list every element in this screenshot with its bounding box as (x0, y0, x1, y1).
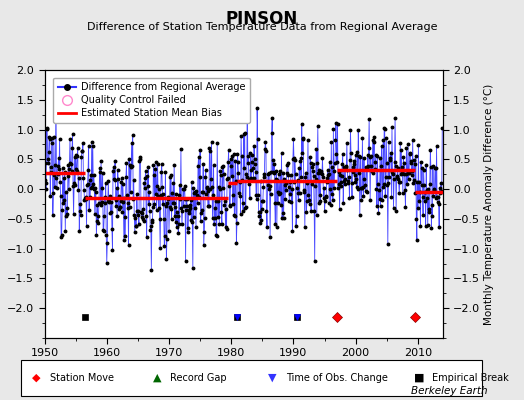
Text: Difference of Station Temperature Data from Regional Average: Difference of Station Temperature Data f… (87, 22, 437, 32)
Text: Record Gap: Record Gap (170, 373, 227, 383)
Text: Time of Obs. Change: Time of Obs. Change (286, 373, 387, 383)
Text: PINSON: PINSON (226, 10, 298, 28)
Y-axis label: Monthly Temperature Anomaly Difference (°C): Monthly Temperature Anomaly Difference (… (485, 83, 495, 325)
Text: ▼: ▼ (268, 373, 277, 383)
Text: Berkeley Earth: Berkeley Earth (411, 386, 487, 396)
Text: ■: ■ (414, 373, 424, 383)
Text: ▲: ▲ (153, 373, 161, 383)
Text: Station Move: Station Move (50, 373, 114, 383)
Text: Empirical Break: Empirical Break (432, 373, 509, 383)
Legend: Difference from Regional Average, Quality Control Failed, Estimated Station Mean: Difference from Regional Average, Qualit… (53, 78, 250, 123)
Text: ◆: ◆ (32, 373, 41, 383)
